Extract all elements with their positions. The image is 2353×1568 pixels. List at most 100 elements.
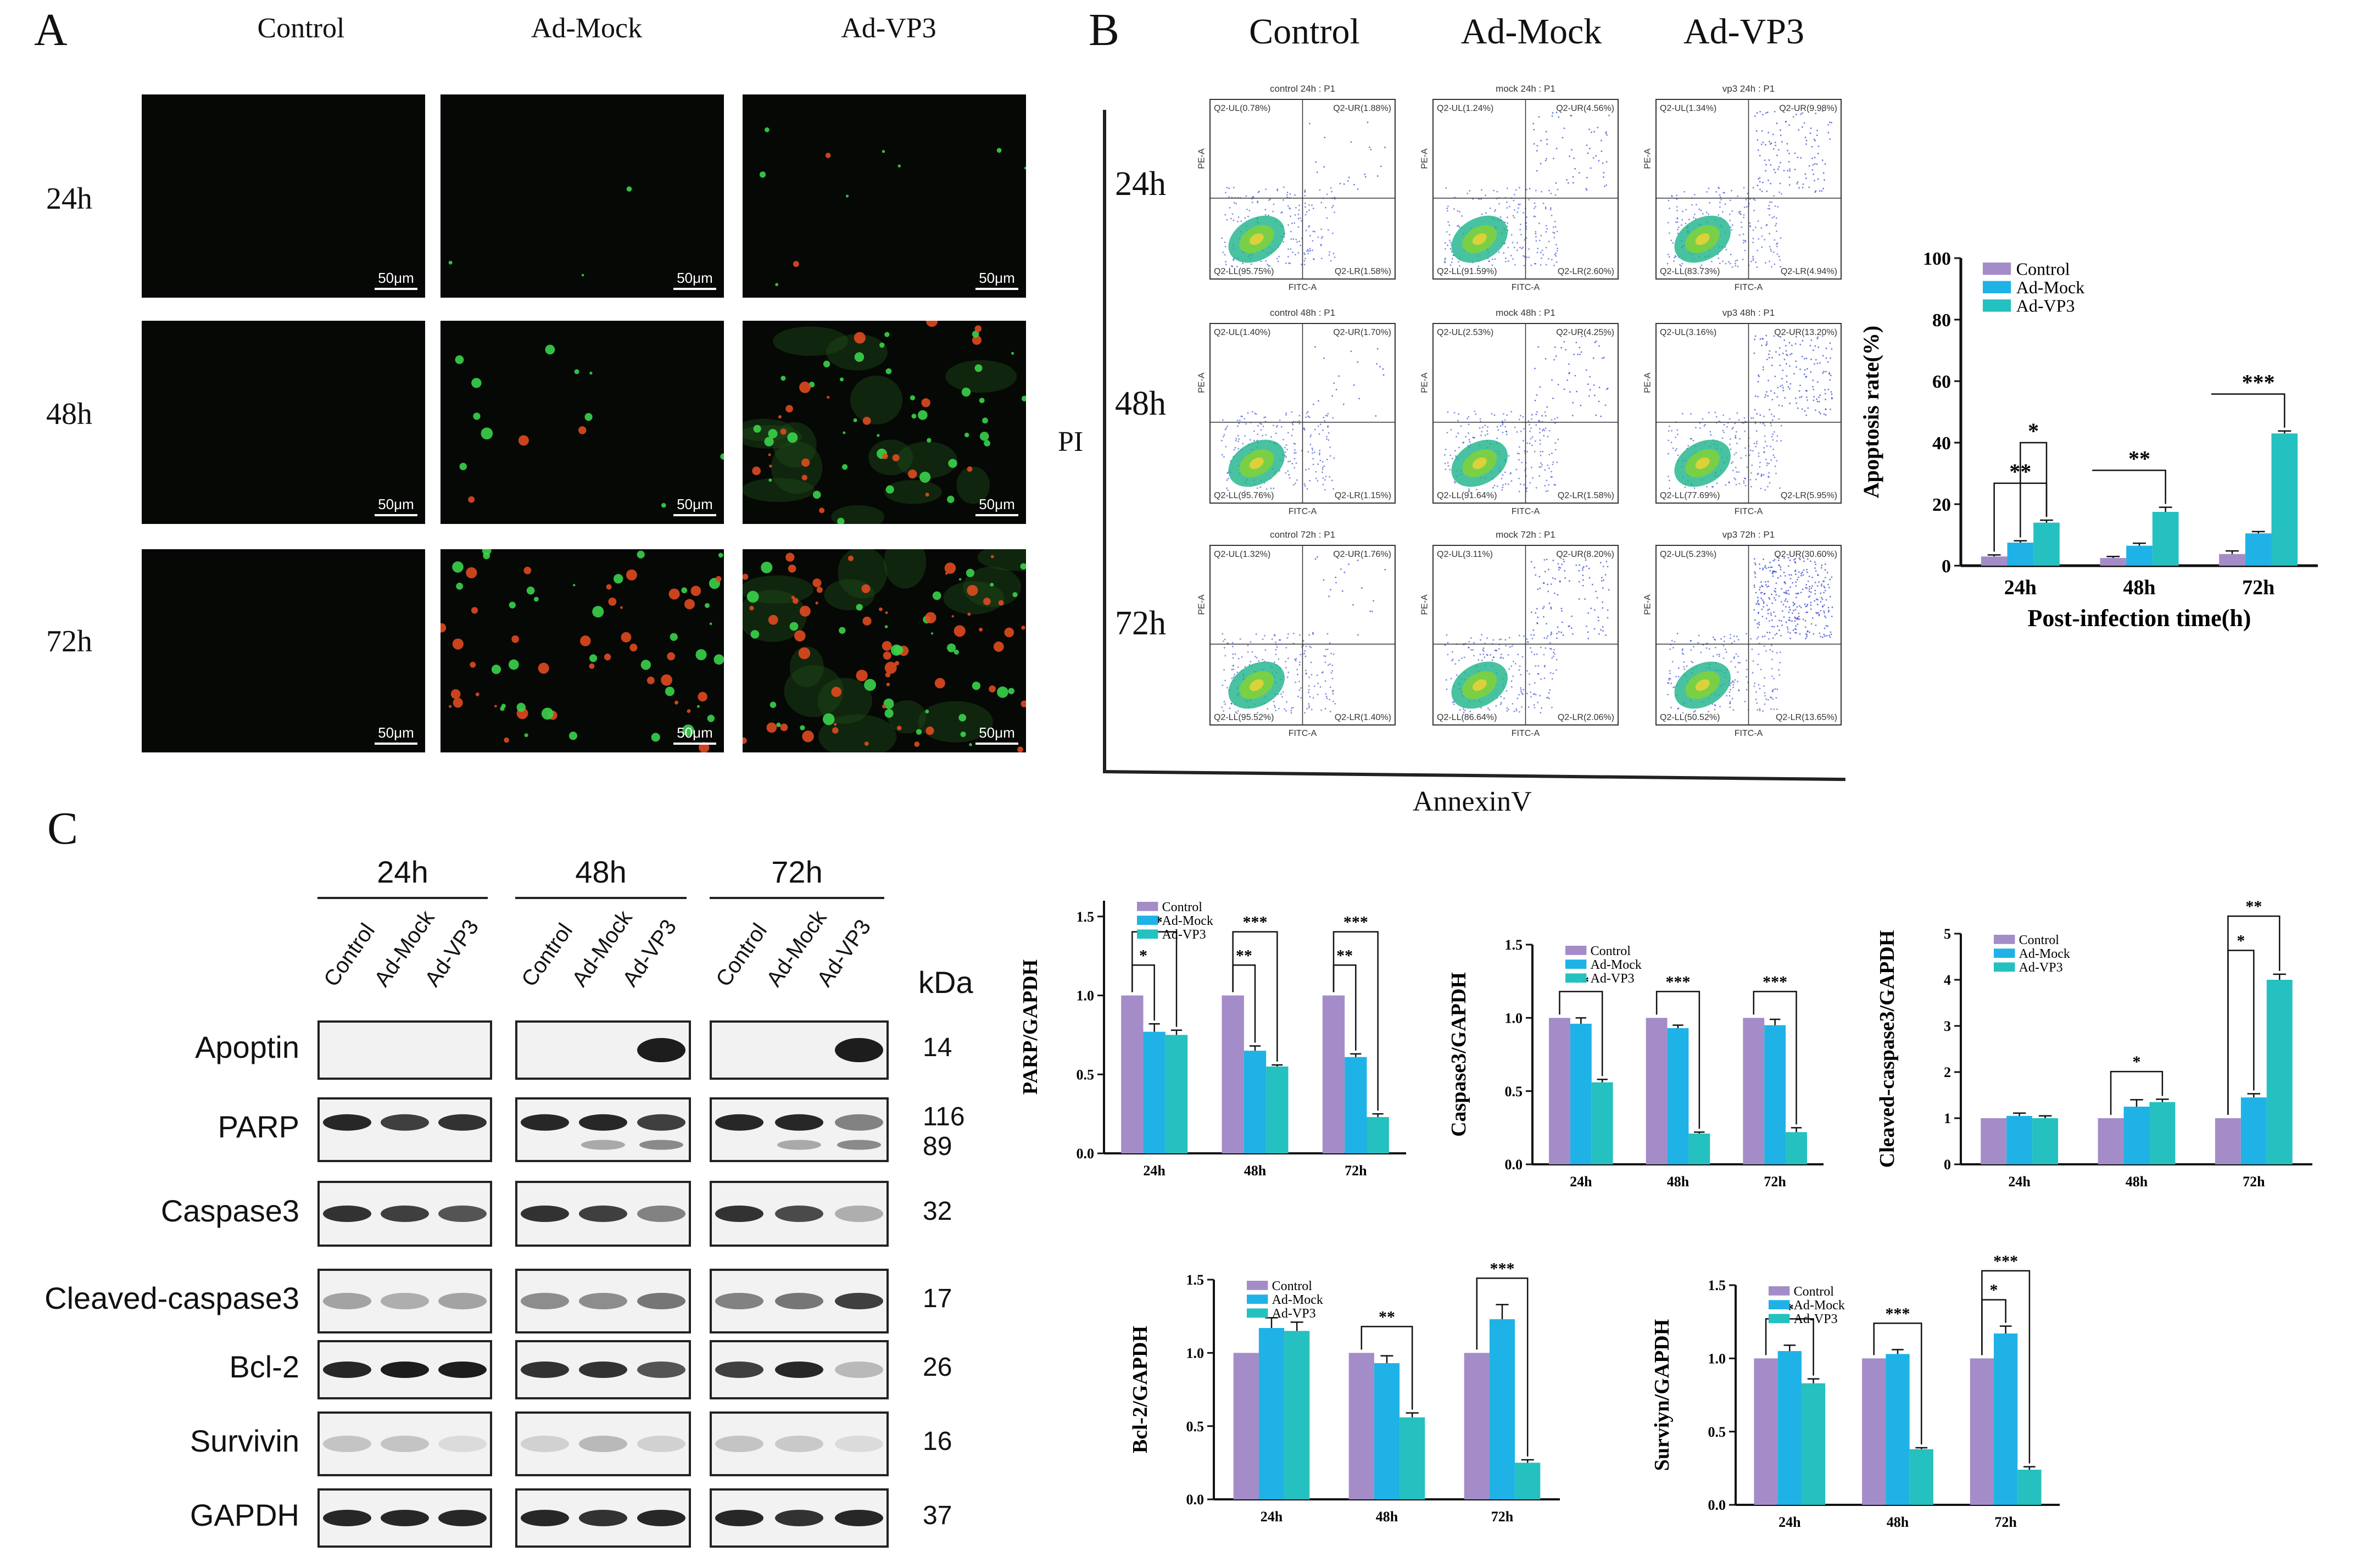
quadrant-ur-label: Q2-UR(1.70%)	[1333, 328, 1391, 337]
y-tick-label: 0.0	[1077, 1146, 1095, 1162]
flow-x-axis-label: FITC-A	[1734, 283, 1763, 292]
significance-stars: ***	[1343, 913, 1368, 931]
bar	[2017, 1470, 2042, 1505]
panel-b-col-advp3: Ad-VP3	[1683, 12, 1805, 52]
flow-x-axis-label: FITC-A	[1511, 729, 1540, 738]
y-tick-label: 0.0	[1505, 1157, 1523, 1173]
significance-bracket	[1655, 991, 1700, 1129]
quadrant-ur-label: Q2-UR(4.56%)	[1556, 104, 1614, 113]
significance-stars: **	[2128, 446, 2150, 471]
micrograph: 50μm	[441, 94, 724, 298]
flow-plot-title: vp3 24h : P1	[1722, 83, 1775, 94]
panel-a-letter: A	[34, 4, 68, 55]
bar	[1909, 1449, 1933, 1505]
legend-label: Ad-Mock	[2016, 277, 2084, 297]
significance-bracket	[1559, 991, 1603, 1076]
bar	[2098, 1118, 2124, 1164]
x-tick-label: 72h	[2243, 1174, 2265, 1190]
bar	[1764, 1025, 1786, 1164]
bar	[1754, 1358, 1778, 1505]
bar	[1244, 1051, 1267, 1153]
legend-label: Control	[2019, 933, 2060, 947]
significance-stars: ***	[1763, 973, 1787, 991]
legend-swatch	[1994, 962, 2015, 972]
legend-label: Ad-Mock	[1794, 1298, 1845, 1313]
y-tick-label: 1.0	[1186, 1345, 1205, 1361]
significance-bracket	[1360, 1326, 1413, 1410]
quadrant-ll-label: Q2-LL(95.76%)	[1214, 491, 1274, 500]
blot-band-strip	[317, 1097, 492, 1162]
blot-kda-value: 26	[923, 1353, 952, 1382]
quadrant-ll-label: Q2-LL(50.52%)	[1660, 713, 1720, 722]
blot-time-line	[515, 897, 687, 899]
significance-stars: *	[1139, 946, 1147, 964]
panel-b-row-24h: 24h	[1115, 165, 1166, 203]
bar	[2123, 1107, 2150, 1164]
significance-stars: **	[2245, 897, 2262, 916]
quadrant-ur-label: Q2-UR(8.20%)	[1556, 550, 1614, 559]
panel-b-y-label: PI	[1058, 426, 1084, 457]
legend-swatch	[1769, 1314, 1790, 1324]
panel-a-col-advp3: Ad-VP3	[841, 13, 936, 44]
bar	[1348, 1353, 1374, 1499]
y-tick-label: 1	[1944, 1111, 1951, 1126]
flow-y-axis-label: PE-A	[1643, 594, 1653, 615]
scale-bar: 50μm	[673, 724, 716, 745]
legend-swatch	[1565, 973, 1587, 983]
blot-band-strip	[515, 1097, 691, 1162]
significance-bracket	[1232, 931, 1278, 1062]
blot-band-strip	[515, 1269, 691, 1333]
x-tick-label: 24h	[1143, 1163, 1166, 1179]
scale-bar-line	[375, 743, 417, 745]
bar	[2007, 543, 2034, 566]
quadrant-ul-label: Q2-UL(5.23%)	[1660, 550, 1716, 559]
legend-swatch	[1769, 1300, 1790, 1309]
bar	[1886, 1354, 1910, 1505]
bar	[2006, 1115, 2033, 1164]
scale-bar-label: 50μm	[677, 724, 713, 741]
caspase3-gapdh-chart: 0.00.51.01.524h48h72h********Caspase3/GA…	[1439, 923, 1835, 1208]
y-tick-label: 1.0	[1505, 1010, 1523, 1026]
panel-b-row-72h: 72h	[1115, 605, 1166, 642]
blot-time-label: 72h	[771, 855, 823, 889]
y-tick-label: 0.5	[1186, 1419, 1205, 1435]
legend-swatch	[1983, 299, 2011, 312]
significance-bracket	[1476, 1277, 1529, 1457]
flow-plot-title: control 24h : P1	[1269, 83, 1336, 94]
significance-stars: *	[2237, 931, 2245, 950]
flow-x-axis-label: FITC-A	[1288, 283, 1317, 292]
bar	[1489, 1319, 1515, 1499]
panel-a-row-24h: 24h	[46, 182, 92, 216]
quadrant-ur-label: Q2-UR(1.88%)	[1333, 104, 1391, 113]
legend-swatch	[1247, 1308, 1268, 1318]
y-tick-label: 1.5	[1186, 1272, 1205, 1288]
scale-bar-line	[975, 514, 1018, 516]
panel-c-letter: C	[47, 803, 79, 854]
bar	[1367, 1117, 1389, 1153]
blot-protein-label: GAPDH	[189, 1498, 299, 1532]
blot-protein-label: Survivin	[189, 1424, 299, 1458]
blot-band-strip	[317, 1340, 492, 1399]
flow-plot-title: vp3 72h : P1	[1722, 529, 1775, 540]
blot-protein-label: Caspase3	[160, 1193, 299, 1228]
legend-label: Ad-VP3	[2019, 961, 2063, 975]
quadrant-ll-label: Q2-LL(77.69%)	[1660, 491, 1720, 500]
significance-stars: *	[1990, 1281, 1998, 1299]
flow-plot: mock 24h : P1 Q2-UL(1.24%) Q2-UR(4.56%) Q2-…	[1420, 83, 1619, 292]
quadrant-ll-label: Q2-LL(95.52%)	[1214, 713, 1274, 722]
blot-lane-label: Control	[711, 919, 772, 991]
significance-bracket	[1873, 1323, 1922, 1444]
quadrant-ul-label: Q2-UL(2.53%)	[1437, 328, 1493, 337]
y-tick-label: 1.0	[1708, 1351, 1726, 1366]
panel-b-col-control: Control	[1249, 12, 1360, 52]
bar	[1266, 1066, 1289, 1153]
legend-label: Control	[1272, 1279, 1313, 1293]
quadrant-ur-label: Q2-UR(1.76%)	[1333, 550, 1391, 559]
blot-band-strip	[317, 1411, 492, 1476]
bar	[1743, 1018, 1765, 1164]
legend-label: Ad-Mock	[1591, 958, 1642, 972]
blot-time-line	[710, 897, 884, 899]
blot-band-strip	[317, 1269, 492, 1333]
legend-swatch	[1247, 1281, 1268, 1290]
scale-bar-label: 50μm	[378, 270, 414, 286]
